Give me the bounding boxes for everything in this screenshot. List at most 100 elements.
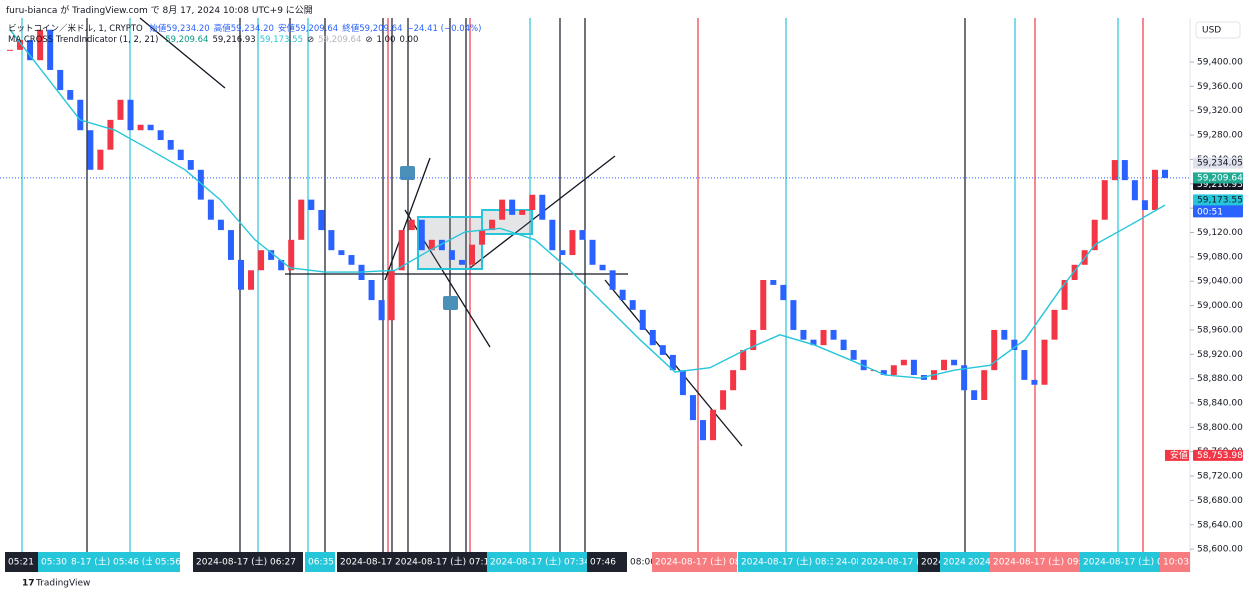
- time-label: 2024-08-17 (土) 07:34 (土): [490, 556, 609, 568]
- y-tick-label: 58,880.00: [1197, 374, 1243, 384]
- time-label: 08:00: [630, 558, 656, 568]
- candle: [539, 194, 546, 220]
- time-label: 05:30: [41, 558, 67, 568]
- indicator-value: ⊘: [306, 35, 315, 45]
- candle: [489, 219, 496, 231]
- candle: [438, 239, 445, 251]
- time-label: 05:56: [155, 558, 181, 568]
- candle: [57, 69, 64, 91]
- candle: [187, 160, 194, 170]
- candle: [227, 230, 234, 260]
- y-tick-label: 58,640.00: [1197, 520, 1243, 530]
- time-label-bg: [858, 552, 918, 572]
- candle: [860, 359, 867, 371]
- time-label: 05:46 (土): [113, 556, 158, 568]
- candle: [1141, 200, 1148, 210]
- candle: [238, 259, 244, 290]
- time-label: 8-17 (土): [71, 556, 110, 568]
- candle: [338, 250, 345, 256]
- candle: [961, 365, 968, 391]
- candle: [649, 329, 656, 346]
- candle: [147, 124, 154, 131]
- candle: [509, 199, 516, 215]
- y-tick-label: 59,000.00: [1197, 301, 1243, 311]
- price-tag-label: 59,209.64: [1197, 173, 1243, 183]
- candle: [689, 395, 696, 421]
- ohlc-value: 高値59,234.20: [213, 24, 274, 34]
- y-tick-label: 59,360.00: [1197, 82, 1243, 92]
- ma: [9, 29, 1166, 379]
- price-tag: [1193, 172, 1243, 184]
- trend-line: [384, 157, 431, 281]
- candle: [298, 199, 305, 240]
- price-tag: [1193, 157, 1243, 169]
- ohlc-value: 安値59,209.64: [277, 24, 339, 34]
- time-label-bg: [587, 552, 627, 572]
- y-tick-label: 59,120.00: [1197, 228, 1243, 238]
- time-label: 2024-08-17 (土): [861, 556, 932, 568]
- time-label-bg: [487, 552, 587, 572]
- symbol: ビットコイン／米ドル, 1, CRYPTO: [8, 24, 143, 34]
- candle: [1121, 160, 1128, 181]
- time-label-bg: [193, 552, 303, 572]
- indicator-value: 59,209.64: [165, 35, 209, 45]
- price-tag-label: 59,216.93: [1197, 180, 1243, 190]
- y-tick-label: 59,040.00: [1197, 277, 1243, 287]
- countdown: 00:51: [1197, 207, 1223, 217]
- candle: [639, 309, 646, 330]
- candle: [458, 259, 465, 265]
- logo: 𝟭𝟳: [22, 579, 35, 589]
- time-label-bg: [337, 552, 392, 572]
- candle: [569, 230, 576, 256]
- time-label: 07:46: [590, 558, 616, 568]
- price-axis: 58,600.00 58,640.00 58,680.00 58,720.00 58,7…: [0, 58, 1243, 555]
- legend-indicator: MA CROSS TrendIndicator (1, 2, 21) 59,20…: [8, 35, 422, 45]
- time-label-bg: [152, 552, 180, 572]
- time-label-bg: [965, 552, 990, 572]
- y-tick-label: 59,400.00: [1197, 58, 1243, 68]
- y-tick-label: 58,920.00: [1197, 350, 1243, 360]
- candle: [258, 250, 265, 271]
- candle: [810, 339, 817, 346]
- candle: [1031, 379, 1038, 385]
- candle: [77, 99, 84, 131]
- y-tick-label: 58,720.00: [1197, 472, 1243, 482]
- time-label-bg: [738, 552, 833, 572]
- currency: USD: [1202, 26, 1221, 36]
- footer: TradingView: [35, 579, 90, 589]
- candle: [47, 29, 54, 70]
- indicator-name: MA CROSS TrendIndicator (1, 2, 21): [8, 35, 159, 45]
- indicator-value: 59,173.55: [259, 35, 303, 45]
- candle: [1051, 309, 1058, 340]
- time-axis: 05:21 05:30 8-17 (土) 05:46 (土)05:56 2024-08-…: [5, 552, 1190, 572]
- price-tag: [1193, 449, 1243, 461]
- time-label-bg: [110, 552, 152, 572]
- candle: [469, 244, 475, 265]
- candle: [398, 230, 405, 271]
- candle: [107, 119, 114, 150]
- candle: [378, 300, 385, 321]
- candle: [1111, 160, 1118, 181]
- candle: [840, 339, 847, 351]
- candle: [248, 270, 255, 290]
- candle: [820, 329, 827, 346]
- time-label: 24-08: [836, 558, 862, 568]
- time-label: 06:35: [308, 558, 334, 568]
- candle: [710, 409, 717, 441]
- time-label-bg: [833, 552, 858, 572]
- candle: [328, 230, 335, 251]
- trend-line: [139, 17, 226, 89]
- candle: [981, 370, 988, 400]
- candle: [1091, 219, 1098, 251]
- y-tick-label: 58,800.00: [1197, 423, 1243, 433]
- candle: [951, 359, 958, 366]
- candle: [730, 370, 737, 391]
- y-tick-label: 59,080.00: [1197, 252, 1243, 262]
- candle: [599, 264, 606, 271]
- candle: [529, 194, 536, 210]
- ohlc-value: 始値59,234.20: [149, 24, 210, 34]
- candle: [448, 250, 455, 260]
- candle: [418, 219, 425, 251]
